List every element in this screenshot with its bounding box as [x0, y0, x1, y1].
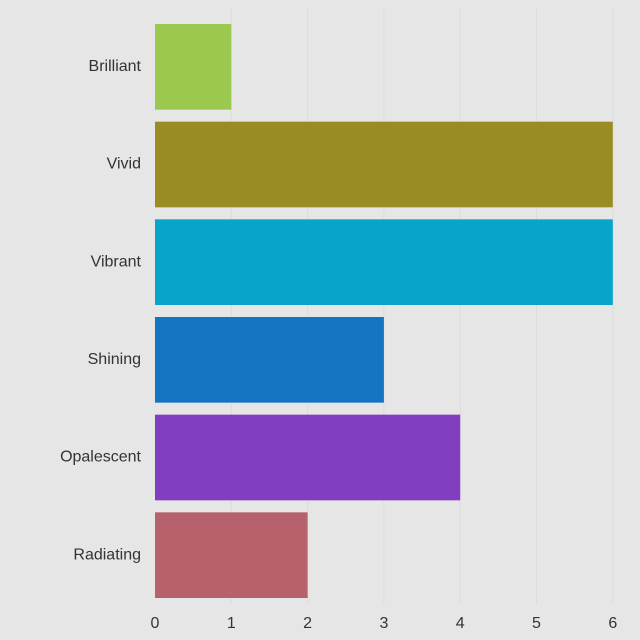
x-axis: 0 1 2 3 4 5 6 — [151, 615, 618, 632]
category-label: Vibrant — [91, 253, 142, 270]
category-label: Brilliant — [89, 58, 142, 75]
category-label: Shining — [88, 351, 141, 368]
category-label: Radiating — [73, 546, 141, 563]
bars — [155, 24, 613, 598]
category-labels: Brilliant Vivid Vibrant Shining Opalescent Ra… — [60, 58, 141, 563]
x-tick-label: 5 — [532, 615, 541, 632]
bar-radiating — [155, 512, 308, 598]
bar-opalescent — [155, 414, 461, 501]
x-tick-label: 1 — [227, 615, 236, 632]
x-tick-label: 2 — [303, 615, 312, 632]
category-label: Vivid — [107, 156, 141, 173]
category-label: Opalescent — [60, 449, 141, 466]
x-tick-label: 0 — [151, 615, 160, 632]
x-tick-label: 3 — [379, 615, 388, 632]
x-tick-label: 4 — [456, 615, 465, 632]
x-tick-label: 6 — [608, 615, 617, 632]
bar-vibrant — [155, 219, 613, 305]
grid-lines — [230, 8, 614, 604]
bar-brilliant — [155, 24, 232, 110]
bar-vivid — [155, 121, 613, 208]
bar-shining — [155, 317, 384, 403]
